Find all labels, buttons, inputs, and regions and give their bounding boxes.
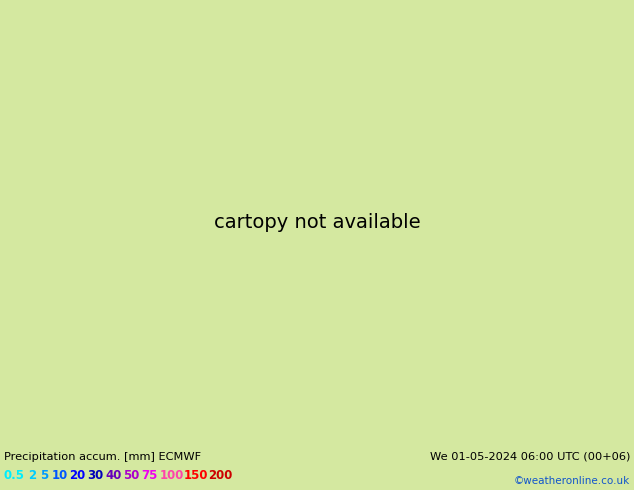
Text: 20: 20 — [70, 469, 86, 483]
Text: 5: 5 — [40, 469, 48, 483]
Text: 75: 75 — [141, 469, 158, 483]
Text: cartopy not available: cartopy not available — [214, 213, 420, 232]
Text: 10: 10 — [51, 469, 68, 483]
Text: We 01-05-2024 06:00 UTC (00+06): We 01-05-2024 06:00 UTC (00+06) — [430, 452, 630, 462]
Text: 150: 150 — [184, 469, 209, 483]
Text: 30: 30 — [87, 469, 104, 483]
Text: 40: 40 — [105, 469, 122, 483]
Text: 50: 50 — [124, 469, 140, 483]
Text: 100: 100 — [160, 469, 184, 483]
Text: ©weatheronline.co.uk: ©weatheronline.co.uk — [514, 476, 630, 486]
Text: 200: 200 — [209, 469, 233, 483]
Text: 2: 2 — [29, 469, 37, 483]
Text: 0.5: 0.5 — [4, 469, 25, 483]
Text: Precipitation accum. [mm] ECMWF: Precipitation accum. [mm] ECMWF — [4, 452, 201, 462]
